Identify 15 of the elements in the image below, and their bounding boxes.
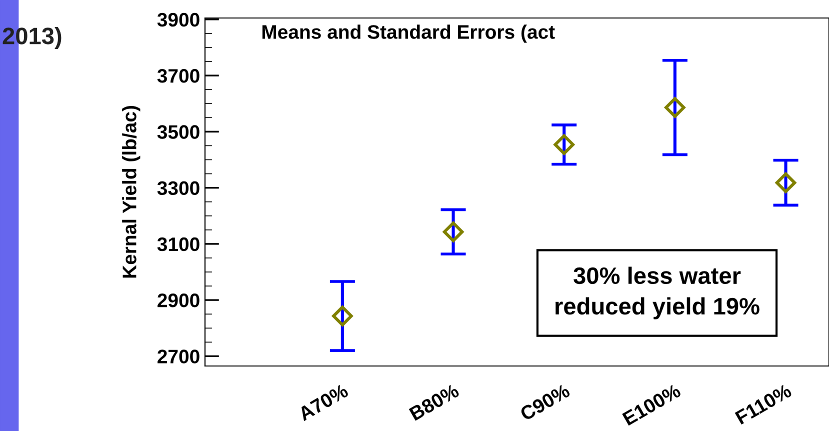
point bbox=[664, 97, 686, 118]
y-tick-label: 2900 bbox=[158, 294, 200, 308]
y-tick-label: 3700 bbox=[157, 69, 200, 83]
point bbox=[332, 306, 353, 326]
y-tick-label: 3300 bbox=[157, 181, 200, 196]
y-tick-label: 3100 bbox=[157, 237, 200, 252]
point bbox=[775, 172, 796, 194]
y-axis-title: Kernal Yield (lb/ac) bbox=[122, 106, 140, 278]
point bbox=[442, 221, 464, 242]
point bbox=[554, 134, 574, 155]
chart-title: Means and Standard Errors (act bbox=[262, 24, 555, 43]
annotation: 30% less water reduced yield 19% bbox=[556, 266, 760, 320]
y-tick-label: 3500 bbox=[157, 125, 200, 139]
y-tick-label: 2700 bbox=[158, 350, 200, 364]
y-tick-label: 3900 bbox=[157, 12, 200, 27]
